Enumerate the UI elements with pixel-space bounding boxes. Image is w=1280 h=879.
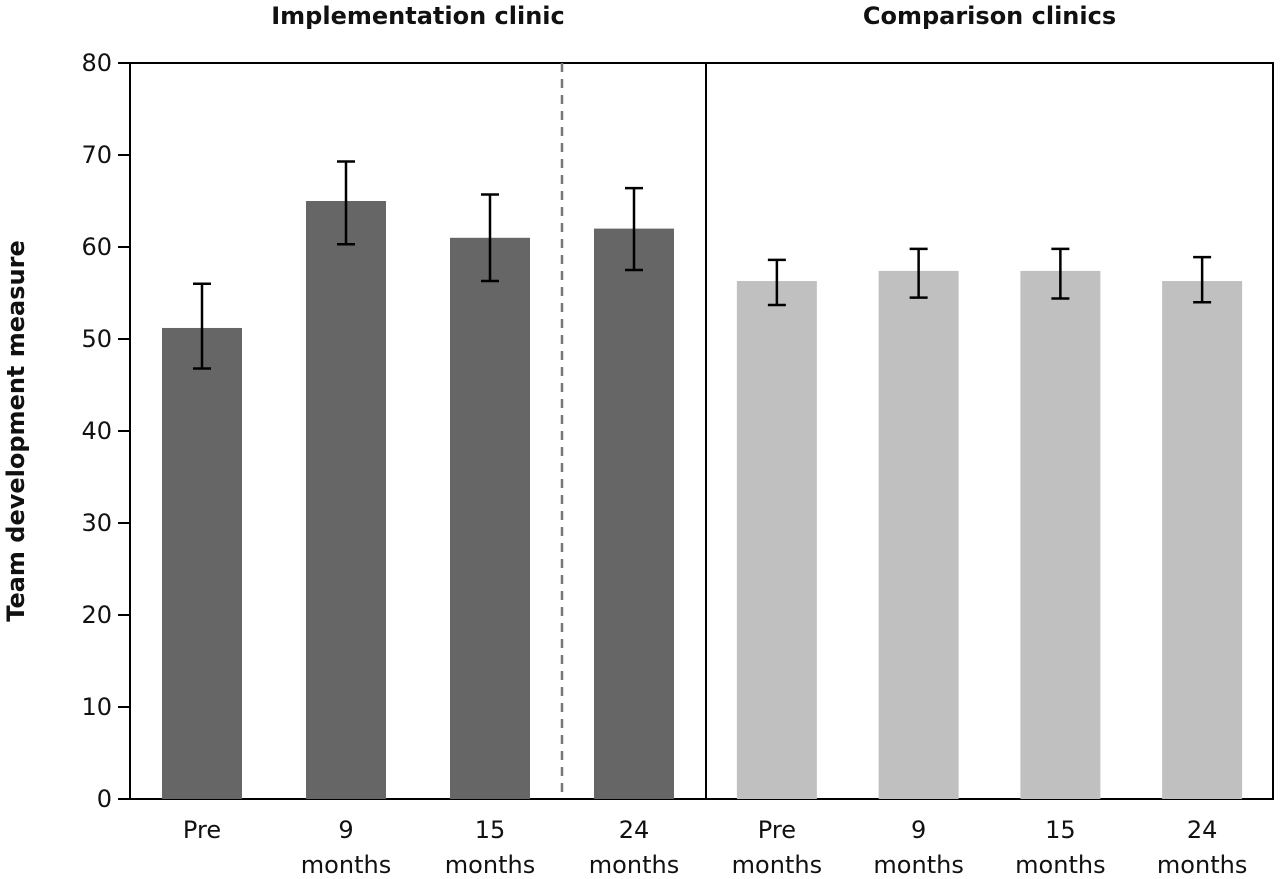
y-tick-label: 10 xyxy=(81,693,112,721)
y-axis: 0 10 20 30 40 50 60 70 80 xyxy=(81,49,130,813)
x-tick-label: Pre xyxy=(758,816,796,844)
bar xyxy=(1020,270,1101,799)
y-axis-title: Team development measure xyxy=(2,240,30,621)
x-tick-label-line2: months xyxy=(732,851,822,879)
x-tick-label: Pre xyxy=(183,816,221,844)
x-tick-label: 9 xyxy=(338,816,353,844)
x-tick-label-line2: months xyxy=(589,851,679,879)
x-tick-label: 15 xyxy=(475,816,506,844)
y-tick-label: 0 xyxy=(97,785,112,813)
y-tick-label: 40 xyxy=(81,417,112,445)
plot-border xyxy=(129,62,1274,800)
bar xyxy=(736,281,817,799)
error-bar xyxy=(909,247,928,299)
y-tick-label: 20 xyxy=(81,601,112,629)
error-bar xyxy=(767,258,786,307)
x-tick-label: 24 xyxy=(1187,816,1218,844)
panel-titles: Implementation clinic Comparison clinics xyxy=(271,2,1116,30)
bar xyxy=(306,201,386,799)
bar xyxy=(162,327,242,799)
y-tick-label: 60 xyxy=(81,233,112,261)
panel-title: Implementation clinic xyxy=(271,2,565,30)
x-tick-label-line2: months xyxy=(301,851,391,879)
error-bar xyxy=(1051,247,1070,300)
y-tick-label: 70 xyxy=(81,141,112,169)
error-bar xyxy=(337,160,355,246)
error-bar xyxy=(193,282,211,370)
bar xyxy=(594,228,674,800)
error-bar xyxy=(481,193,499,283)
category-labels: Pre 9 months 15 months 24 months Pre months 9 mont… xyxy=(183,816,1247,879)
bar xyxy=(450,237,530,800)
x-tick-label-line2: months xyxy=(1157,851,1247,879)
y-tick-label: 50 xyxy=(81,325,112,353)
x-tick-label-line2: months xyxy=(873,851,963,879)
x-tick-label-line2: months xyxy=(1015,851,1105,879)
y-tick-label: 30 xyxy=(81,509,112,537)
panel-title: Comparison clinics xyxy=(863,2,1116,30)
x-tick-label: 15 xyxy=(1045,816,1076,844)
bar xyxy=(1162,281,1243,799)
plot-frame xyxy=(129,62,1274,800)
x-tick-label: 9 xyxy=(911,816,926,844)
y-tick-label: 80 xyxy=(81,49,112,77)
x-tick-label: 24 xyxy=(619,816,650,844)
error-bar xyxy=(1193,255,1212,304)
x-tick-label-line2: months xyxy=(445,851,535,879)
error-bar xyxy=(625,186,643,272)
bar xyxy=(878,270,959,799)
bars xyxy=(162,160,1243,800)
